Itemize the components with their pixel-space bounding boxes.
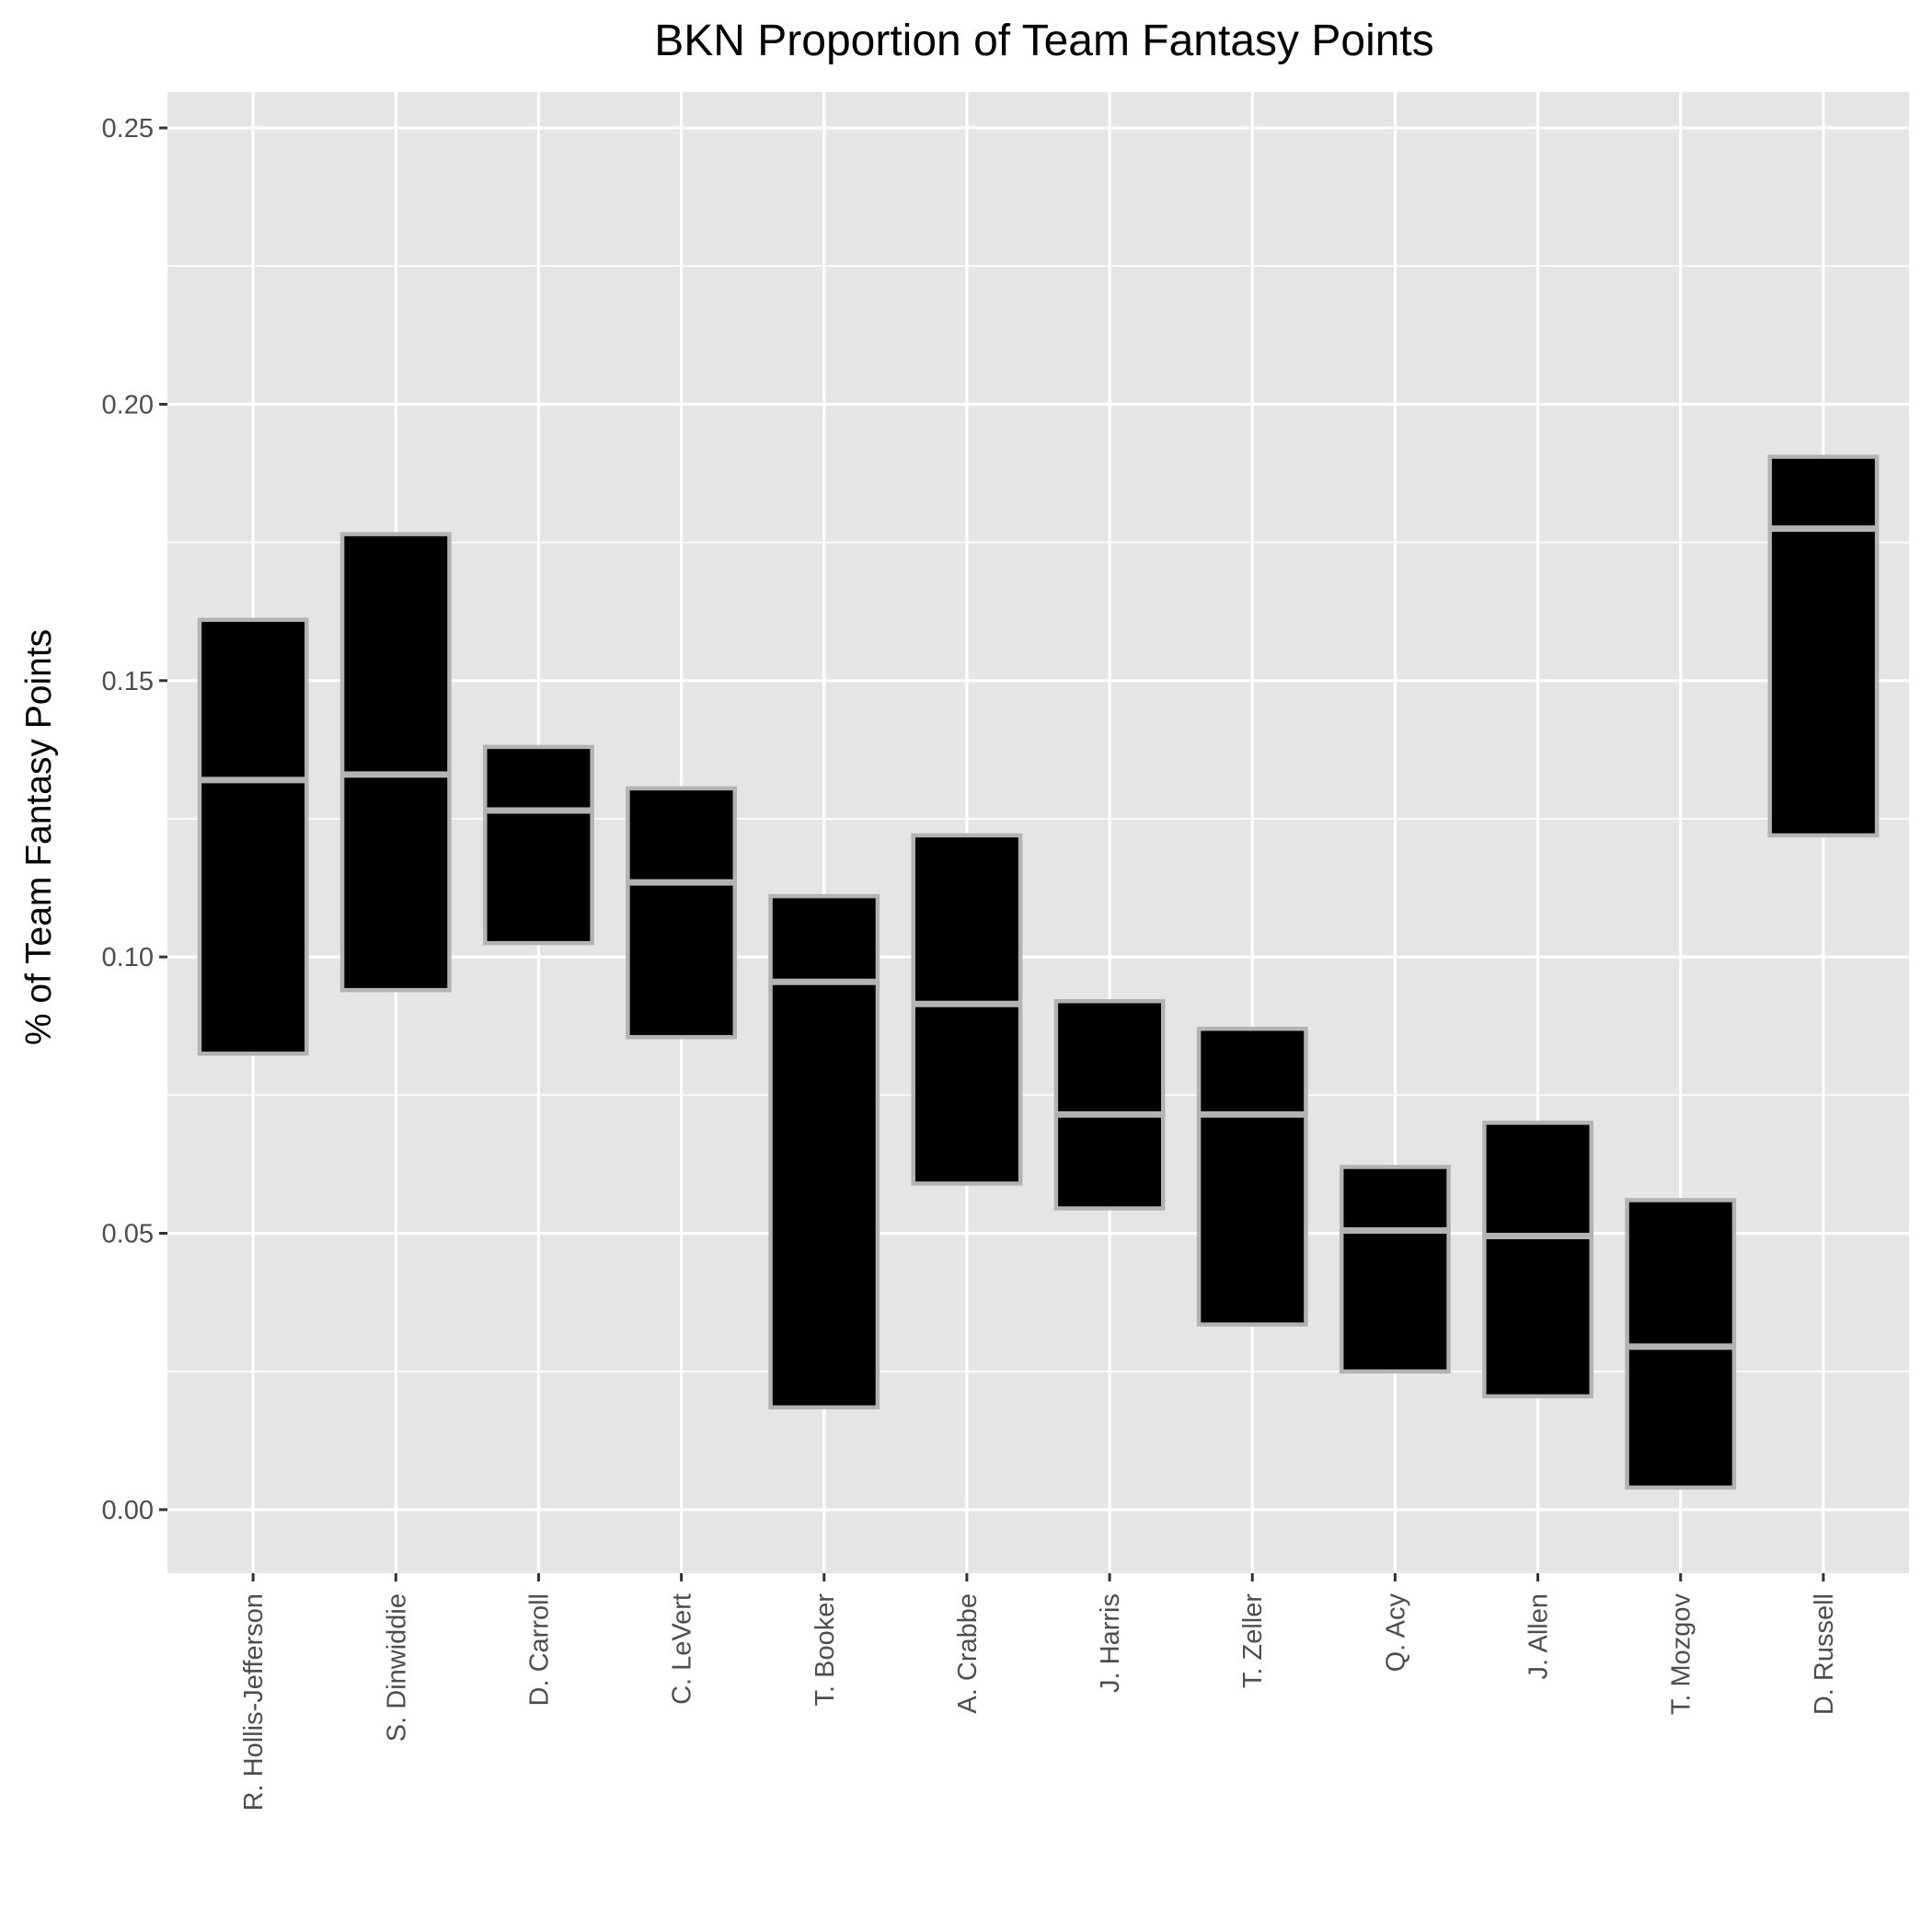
box-4: [768, 893, 880, 1410]
x-tick-label: A. Crabbe: [953, 1593, 983, 1714]
box-9: [1482, 1121, 1594, 1399]
y-tick-label: 0.20: [102, 390, 154, 420]
box-6: [1053, 998, 1166, 1211]
box-5: [911, 833, 1023, 1186]
x-tick-label: T. Booker: [811, 1593, 840, 1707]
x-tick-label: J. Harris: [1096, 1593, 1125, 1693]
x-tick-label: T. Mozgov: [1667, 1593, 1696, 1716]
x-tick-label: R. Hollis-Jefferson: [239, 1593, 269, 1811]
y-tick-label: 0.00: [102, 1496, 154, 1525]
chart-title: BKN Proportion of Team Fantasy Points: [654, 17, 1434, 65]
box-11: [1767, 454, 1880, 838]
box-3: [626, 786, 738, 1040]
x-tick-label: J. Allen: [1524, 1593, 1554, 1680]
x-tick-label: Q. Acy: [1381, 1593, 1410, 1673]
x-axis: R. Hollis-Jefferson S. Dinwiddie D. Carrol…: [239, 1573, 1839, 1811]
box-8: [1339, 1165, 1451, 1374]
y-tick-label: 0.25: [102, 114, 154, 144]
y-tick-label: 0.10: [102, 943, 154, 972]
y-tick-label: 0.15: [102, 667, 154, 696]
y-tick-label: 0.05: [102, 1220, 154, 1249]
box-1: [339, 532, 452, 993]
x-tick-label: C. LeVert: [668, 1593, 697, 1705]
box-7: [1196, 1027, 1308, 1327]
plot-panel: [167, 92, 1909, 1573]
x-tick-label: T. Zeller: [1238, 1593, 1268, 1688]
box-0: [197, 617, 309, 1056]
x-tick-label: D. Russell: [1810, 1593, 1839, 1715]
y-axis: 0.00 0.05 0.10 0.15 0.20 0.25: [102, 114, 167, 1525]
x-tick-label: D. Carroll: [524, 1593, 554, 1706]
y-axis-label: % of Team Fantasy Points: [19, 629, 59, 1045]
box-2: [482, 744, 594, 946]
boxes: [197, 454, 1880, 1490]
x-tick-label: S. Dinwiddie: [382, 1593, 411, 1742]
